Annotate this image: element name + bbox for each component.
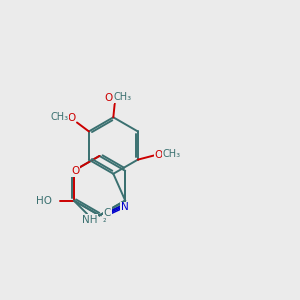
Text: HO: HO <box>36 196 52 206</box>
Text: C: C <box>103 208 111 218</box>
Text: O: O <box>71 167 79 176</box>
Text: ₂: ₂ <box>102 215 106 224</box>
Text: O: O <box>105 93 113 103</box>
Text: NH: NH <box>82 215 98 225</box>
Text: O: O <box>154 150 163 160</box>
Text: N: N <box>121 202 129 212</box>
Text: CH₃: CH₃ <box>114 92 132 102</box>
Text: CH₃: CH₃ <box>50 112 68 122</box>
Text: CH₃: CH₃ <box>162 149 180 159</box>
Text: O: O <box>67 113 75 123</box>
